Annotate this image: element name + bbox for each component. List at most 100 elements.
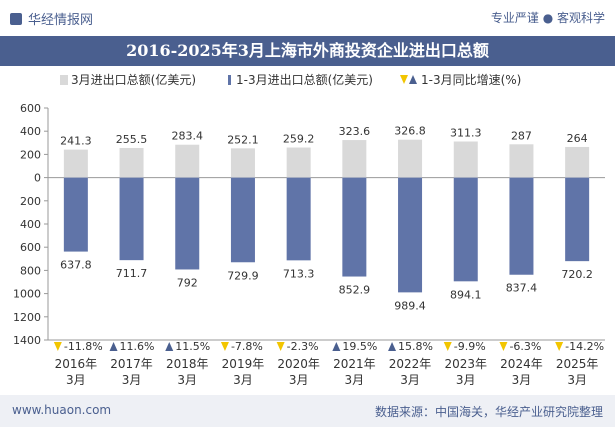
x-tick-label-year: 2021年 xyxy=(333,357,376,371)
y-tick-label: 800 xyxy=(20,264,41,277)
bar-march xyxy=(175,144,200,178)
x-tick-label-year: 2020年 xyxy=(277,357,320,371)
x-tick-label-month: 3月 xyxy=(177,373,197,387)
bar-ytd xyxy=(565,177,590,262)
brand-name: 华经情报网 xyxy=(28,13,94,28)
y-tick-label: 1000 xyxy=(13,288,41,301)
bar-ytd xyxy=(342,177,367,277)
legend-label-growth: 1-3月同比增速(%) xyxy=(421,73,521,87)
growth-down-marker xyxy=(276,342,285,351)
bar-march xyxy=(565,146,590,178)
bar-ytd xyxy=(63,177,88,252)
growth-down-marker xyxy=(443,342,452,351)
growth-up-marker xyxy=(388,342,397,351)
growth-label: 11.6% xyxy=(120,340,155,353)
bar-ytd xyxy=(509,177,534,275)
bar-ytd xyxy=(119,177,144,261)
x-tick-label-month: 3月 xyxy=(345,373,365,387)
growth-down-marker xyxy=(220,342,229,351)
bar-ytd xyxy=(453,177,478,282)
growth-down-marker xyxy=(499,342,508,351)
legend-swatch-ytd xyxy=(228,75,231,85)
footer-website: www.huaon.com xyxy=(12,403,112,417)
bar-march xyxy=(286,147,311,178)
data-label-march: 259.2 xyxy=(283,133,315,146)
growth-up-marker xyxy=(332,342,341,351)
data-label-march: 255.5 xyxy=(116,133,148,146)
x-tick-label-year: 2023年 xyxy=(444,357,487,371)
bar-march xyxy=(509,144,534,178)
x-tick-label-year: 2025年 xyxy=(556,357,599,371)
data-label-ytd: 637.8 xyxy=(60,259,92,272)
data-label-ytd: 837.4 xyxy=(506,282,538,295)
y-tick-label: 1200 xyxy=(13,311,41,324)
growth-label: -6.3% xyxy=(509,340,541,353)
bar-ytd xyxy=(286,177,311,261)
data-label-march: 323.6 xyxy=(339,125,371,138)
growth-down-marker xyxy=(53,342,62,351)
tagline: 专业严谨 ● 客观科学 xyxy=(490,11,605,25)
growth-down-marker xyxy=(555,342,564,351)
data-label-ytd: 720.2 xyxy=(561,268,593,281)
x-tick-label-year: 2024年 xyxy=(500,357,543,371)
growth-up-marker xyxy=(165,342,174,351)
y-tick-label: 400 xyxy=(20,218,41,231)
x-tick-label-month: 3月 xyxy=(512,373,532,387)
brand: 华经情报网 xyxy=(10,9,93,28)
data-label-march: 264 xyxy=(567,132,588,145)
growth-label: -7.8% xyxy=(231,340,263,353)
legend-label-march: 3月进出口总额(亿美元) xyxy=(71,72,196,87)
data-label-ytd: 852.9 xyxy=(339,284,371,297)
growth-label: -14.2% xyxy=(565,340,604,353)
bar-march xyxy=(342,140,367,178)
x-tick-label-month: 3月 xyxy=(122,373,142,387)
x-tick-label-year: 2018年 xyxy=(166,357,209,371)
legend-swatch-growth-down xyxy=(400,75,408,84)
data-label-march: 311.3 xyxy=(450,126,482,139)
x-tick-label-month: 3月 xyxy=(66,373,86,387)
data-label-ytd: 792 xyxy=(177,276,198,289)
legend-swatch-march xyxy=(60,75,68,85)
growth-up-marker xyxy=(109,342,118,351)
chart-title: 2016-2025年3月上海市外商投资企业进出口总额 xyxy=(0,36,615,66)
x-tick-label-year: 2019年 xyxy=(222,357,265,371)
bar-ytd xyxy=(175,177,200,270)
bar-march xyxy=(398,139,423,178)
data-label-march: 287 xyxy=(511,129,532,142)
data-label-ytd: 713.3 xyxy=(283,267,315,280)
data-label-ytd: 894.1 xyxy=(450,288,482,301)
data-label-march: 252.1 xyxy=(227,133,259,146)
logo-icon xyxy=(10,13,22,25)
x-tick-label-month: 3月 xyxy=(567,373,587,387)
bar-ytd xyxy=(398,177,423,293)
x-tick-label-month: 3月 xyxy=(456,373,476,387)
data-label-march: 241.3 xyxy=(60,135,92,148)
bar-march xyxy=(230,148,255,178)
x-tick-label-month: 3月 xyxy=(400,373,420,387)
data-label-ytd: 711.7 xyxy=(116,267,148,280)
bar-march xyxy=(119,147,144,178)
y-tick-label: 600 xyxy=(20,102,41,115)
legend-swatch-growth-up xyxy=(409,75,417,84)
footer-source: 数据来源：中国海关，华经产业研究院整理 xyxy=(374,405,603,419)
chart: 3月进出口总额(亿美元) 1-3月进出口总额(亿美元) 1-3月同比增速(%) 600… xyxy=(13,72,605,387)
bar-march xyxy=(453,141,478,178)
growth-label: 19.5% xyxy=(342,340,377,353)
data-label-ytd: 729.9 xyxy=(227,269,259,282)
data-label-ytd: 989.4 xyxy=(394,299,426,312)
x-tick-label-month: 3月 xyxy=(233,373,253,387)
growth-label: -2.3% xyxy=(287,340,319,353)
y-tick-label: 200 xyxy=(20,195,41,208)
footer: www.huaon.com 数据来源：中国海关，华经产业研究院整理 xyxy=(0,395,615,427)
x-tick-label-year: 2022年 xyxy=(389,357,432,371)
bar-ytd xyxy=(230,177,255,263)
x-tick-label-month: 3月 xyxy=(289,373,309,387)
growth-label: -11.8% xyxy=(64,340,103,353)
bar-march xyxy=(63,149,88,178)
data-label-march: 326.8 xyxy=(394,125,426,138)
y-tick-label: 600 xyxy=(20,241,41,254)
y-tick-label: 1400 xyxy=(13,334,41,347)
legend-label-ytd: 1-3月进出口总额(亿美元) xyxy=(236,72,373,87)
y-tick-label: 200 xyxy=(20,148,41,161)
y-tick-label: 400 xyxy=(20,125,41,138)
